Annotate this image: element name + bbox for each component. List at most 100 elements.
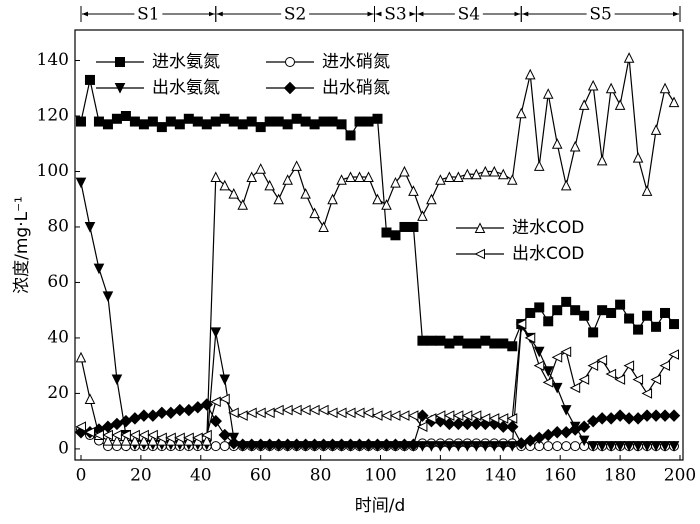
marker bbox=[147, 429, 158, 441]
marker bbox=[660, 307, 671, 318]
marker bbox=[497, 441, 509, 452]
marker bbox=[588, 327, 599, 338]
marker bbox=[102, 291, 114, 302]
marker bbox=[515, 437, 528, 450]
marker bbox=[255, 407, 266, 419]
marker bbox=[408, 221, 419, 232]
phase-label: S5 bbox=[589, 5, 611, 25]
marker bbox=[577, 420, 591, 433]
marker bbox=[219, 179, 231, 191]
x-tick-label: 100 bbox=[364, 466, 396, 486]
marker bbox=[533, 160, 545, 171]
legend-label: 出水硝氮 bbox=[322, 78, 390, 98]
marker bbox=[480, 165, 491, 177]
marker bbox=[210, 441, 221, 452]
marker bbox=[228, 188, 240, 199]
marker bbox=[417, 441, 428, 452]
marker bbox=[309, 207, 320, 219]
marker bbox=[381, 227, 392, 238]
marker bbox=[335, 438, 348, 451]
marker bbox=[470, 410, 482, 421]
marker bbox=[318, 116, 329, 127]
marker bbox=[668, 96, 680, 108]
marker bbox=[515, 107, 527, 119]
marker bbox=[327, 193, 338, 205]
marker bbox=[246, 171, 258, 183]
marker bbox=[93, 263, 105, 275]
marker bbox=[138, 119, 149, 130]
x-tick-label: 140 bbox=[484, 466, 516, 486]
marker bbox=[506, 413, 518, 424]
x-tick-label: 180 bbox=[604, 466, 636, 486]
marker bbox=[111, 374, 123, 386]
y-tick-label: 120 bbox=[37, 106, 69, 126]
marker bbox=[308, 438, 321, 451]
marker bbox=[254, 438, 267, 451]
marker bbox=[605, 441, 617, 452]
marker bbox=[543, 441, 554, 452]
marker bbox=[93, 116, 104, 127]
marker bbox=[273, 116, 284, 127]
marker bbox=[326, 407, 338, 419]
y-tick-label: 40 bbox=[47, 327, 69, 347]
marker bbox=[236, 438, 249, 451]
marker bbox=[613, 409, 627, 422]
marker bbox=[255, 163, 267, 174]
marker bbox=[506, 174, 518, 185]
marker bbox=[604, 412, 618, 425]
marker bbox=[642, 310, 653, 321]
marker bbox=[587, 360, 599, 371]
marker bbox=[264, 179, 275, 191]
marker bbox=[426, 193, 437, 205]
marker bbox=[551, 352, 563, 363]
x-axis-label: 时间/d bbox=[355, 496, 406, 516]
marker bbox=[587, 79, 599, 91]
marker bbox=[668, 441, 680, 452]
marker bbox=[586, 414, 600, 428]
marker bbox=[326, 438, 339, 451]
marker bbox=[282, 119, 293, 130]
marker bbox=[155, 406, 169, 420]
marker bbox=[551, 138, 563, 149]
marker bbox=[641, 441, 653, 452]
marker bbox=[273, 193, 284, 205]
marker bbox=[389, 410, 401, 421]
marker bbox=[299, 438, 312, 451]
marker bbox=[570, 441, 581, 452]
marker bbox=[173, 403, 187, 417]
marker bbox=[219, 374, 231, 386]
marker bbox=[398, 438, 411, 451]
phase-label: S1 bbox=[137, 5, 159, 25]
marker bbox=[327, 116, 338, 127]
marker bbox=[218, 428, 231, 442]
marker bbox=[462, 441, 473, 452]
marker bbox=[606, 307, 617, 318]
marker bbox=[84, 393, 96, 404]
marker bbox=[390, 230, 401, 241]
marker bbox=[560, 405, 572, 416]
marker bbox=[75, 177, 87, 189]
y-tick-label: 60 bbox=[47, 272, 69, 292]
marker bbox=[209, 414, 222, 428]
marker bbox=[201, 429, 212, 441]
marker bbox=[641, 388, 653, 399]
marker bbox=[291, 160, 302, 171]
phase-label: S2 bbox=[284, 5, 306, 25]
marker bbox=[443, 417, 456, 431]
marker bbox=[227, 437, 240, 450]
legend-marker bbox=[285, 57, 295, 67]
marker bbox=[497, 420, 510, 433]
marker bbox=[245, 438, 258, 451]
marker bbox=[210, 171, 222, 183]
marker bbox=[435, 174, 446, 185]
marker bbox=[354, 171, 365, 183]
marker bbox=[128, 412, 142, 425]
marker bbox=[362, 438, 375, 451]
marker bbox=[308, 404, 320, 416]
marker bbox=[552, 441, 563, 452]
marker bbox=[524, 68, 536, 80]
marker bbox=[219, 113, 230, 124]
marker bbox=[147, 116, 158, 127]
marker bbox=[543, 316, 554, 327]
